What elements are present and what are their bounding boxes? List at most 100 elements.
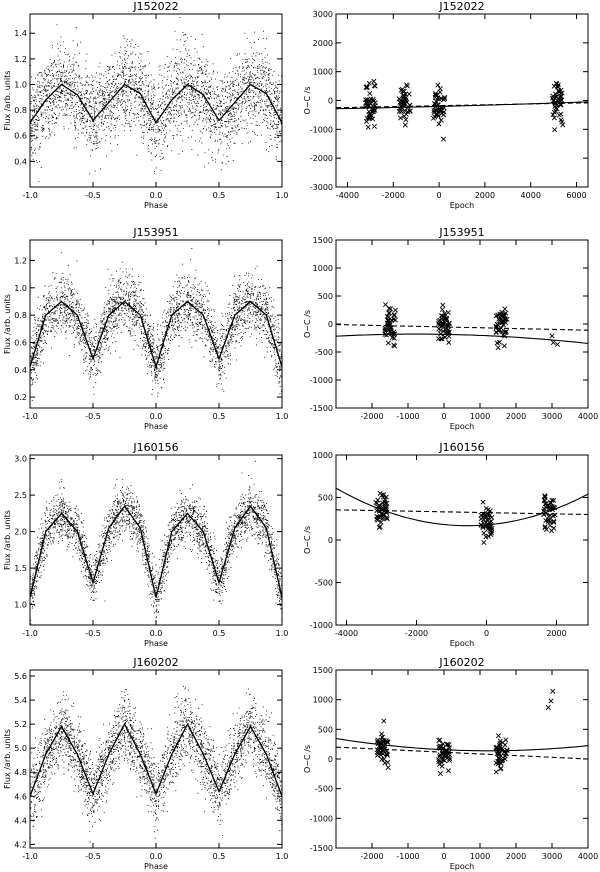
data-point: [124, 58, 125, 60]
data-point: [56, 86, 58, 87]
data-point: [167, 109, 168, 111]
data-point: [172, 91, 174, 93]
data-point: [196, 87, 198, 89]
data-point: [226, 86, 228, 88]
data-point: [73, 65, 75, 67]
data-point: [131, 39, 133, 41]
data-point: [85, 68, 87, 70]
data-point: [209, 351, 210, 352]
data-point: [143, 135, 145, 137]
data-point: [76, 81, 78, 83]
data-point: [185, 121, 187, 122]
data-point: [39, 161, 40, 162]
x-tick-label: 2000: [475, 191, 495, 200]
data-point: [77, 137, 79, 139]
data-point: [109, 115, 111, 117]
data-point: [47, 81, 49, 83]
data-point: [38, 86, 40, 88]
data-point: [257, 279, 259, 280]
data-point: [95, 98, 97, 100]
data-point: [268, 70, 270, 71]
data-point: [68, 78, 69, 80]
data-point: [244, 320, 246, 322]
data-point: [141, 104, 143, 106]
data-point: [119, 94, 121, 96]
data-point: [216, 345, 218, 347]
data-point: [102, 111, 104, 112]
data-point: [220, 111, 222, 113]
data-point: [210, 109, 211, 111]
data-point: [188, 96, 190, 98]
data-point: [115, 286, 117, 288]
data-point: [96, 81, 98, 83]
data-point: [372, 100, 378, 106]
data-point: [245, 323, 246, 324]
data-point: [219, 344, 221, 346]
data-point: [124, 59, 126, 61]
data-point: [131, 67, 133, 69]
data-point: [65, 103, 67, 105]
data-point: [114, 92, 115, 93]
data-point: [260, 69, 262, 71]
data-point: [175, 105, 177, 107]
data-point: [262, 66, 264, 68]
data-point: [264, 94, 265, 96]
data-point: [251, 65, 252, 67]
data-point: [228, 161, 230, 162]
data-point: [139, 96, 140, 98]
data-point: [237, 109, 239, 111]
data-point: [257, 304, 258, 305]
data-point: [120, 57, 122, 59]
data-point: [224, 91, 226, 92]
data-point: [47, 299, 49, 300]
data-point: [153, 97, 154, 99]
data-point: [151, 110, 153, 112]
data-point: [192, 116, 194, 118]
data-point: [83, 97, 85, 98]
data-point: [242, 291, 244, 293]
data-point: [59, 296, 61, 298]
data-point: [232, 108, 234, 110]
data-point: [271, 84, 273, 85]
data-point: [244, 74, 246, 75]
data-point: [215, 337, 217, 338]
data-point: [51, 114, 53, 116]
data-point: [150, 119, 151, 121]
data-point: [61, 291, 63, 293]
data-point: [158, 112, 160, 113]
data-point: [227, 122, 229, 124]
data-point: [173, 109, 175, 111]
data-point: [87, 98, 89, 99]
data-point: [202, 327, 203, 329]
data-point: [92, 337, 94, 339]
data-point: [85, 97, 87, 99]
data-point: [187, 327, 188, 329]
data-point: [51, 82, 53, 84]
data-point: [238, 82, 240, 84]
data-point: [271, 126, 273, 128]
data-point: [278, 97, 280, 98]
data-point: [106, 101, 107, 103]
data-point: [94, 111, 96, 113]
data-point: [202, 290, 204, 292]
data-point: [229, 339, 231, 341]
data-point: [441, 112, 447, 118]
data-point: [234, 275, 235, 277]
data-point: [166, 146, 168, 147]
data-point: [254, 115, 256, 117]
data-point: [180, 101, 181, 103]
data-point: [246, 295, 248, 297]
data-point: [276, 131, 278, 133]
data-point: [184, 69, 186, 71]
data-point: [248, 294, 250, 295]
data-point: [94, 360, 96, 362]
data-point: [108, 99, 110, 101]
data-point: [220, 113, 222, 115]
data-point: [238, 94, 240, 96]
data-point: [147, 111, 149, 113]
data-point: [279, 114, 281, 116]
data-point: [42, 320, 44, 322]
data-point: [277, 326, 279, 328]
data-point: [128, 121, 130, 123]
data-point: [104, 108, 106, 110]
